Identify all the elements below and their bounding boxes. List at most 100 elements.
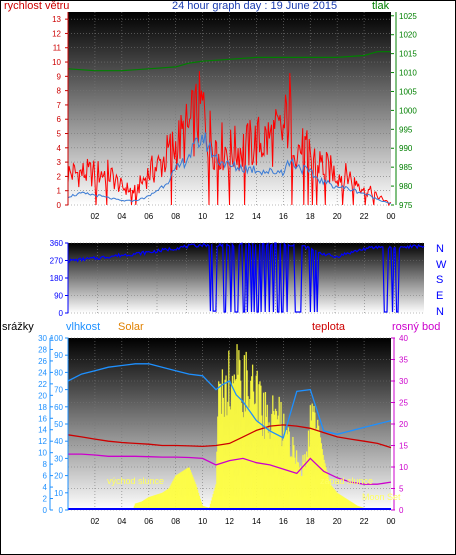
x-tick-label: 18 (306, 517, 315, 526)
y-tick-label: 7 (57, 101, 62, 110)
x-tick-label: 10 (198, 517, 207, 526)
precip-tick-label: 30 (38, 334, 47, 343)
humidity-tick-label: 90 (54, 351, 63, 360)
humidity-tick-label: 30 (54, 454, 63, 463)
y-right-tick-label: 1025 (399, 12, 417, 21)
y-right-tick-label: 40 (399, 334, 408, 343)
sunset-annotation: západ slunce (320, 476, 373, 486)
direction-label-w: W (436, 259, 447, 271)
y-tick-label: 12 (52, 29, 61, 38)
humidity-tick-label: 60 (54, 403, 63, 412)
y-right-tick-label: 1010 (399, 69, 417, 78)
wind-panel-axes: 0123456789101112139759809859909951000100… (52, 12, 417, 221)
x-tick-label: 06 (144, 517, 153, 526)
y-tick-label: 6 (57, 115, 62, 124)
y-right-tick-label: 985 (399, 163, 413, 172)
x-tick-label: 22 (360, 212, 369, 221)
x-tick-label: 16 (279, 212, 288, 221)
y-right-tick-label: 995 (399, 125, 413, 134)
humidity-tick-label: 80 (54, 368, 63, 377)
y-right-tick-label: 1000 (399, 106, 417, 115)
x-tick-label: 18 (306, 212, 315, 221)
precip-tick-label: 8 (43, 460, 48, 469)
precip-tick-label: 24 (38, 368, 47, 377)
y-tick-label: 1 (57, 187, 62, 196)
series-line-humidity (67, 363, 392, 439)
y-tick-label: 360 (50, 239, 64, 248)
y-right-tick-label: 10 (399, 463, 408, 472)
precip-tick-label: 10 (38, 449, 47, 458)
direction-label-e: E (436, 290, 443, 302)
y-right-tick-label: 5 (399, 485, 404, 494)
precipitation-axis-title: srážky (2, 321, 34, 333)
direction-panel-axes: 0 90 180 270 360 (50, 239, 69, 318)
x-tick-label: 10 (198, 212, 207, 221)
y-right-tick-label: 15 (399, 442, 408, 451)
direction-label-n-bottom: N (436, 306, 444, 318)
wind-axis-title: rychlost větru (4, 0, 69, 12)
y-right-tick-label: 1015 (399, 50, 417, 59)
series-line-dew-point (68, 453, 392, 485)
precip-tick-label: 20 (38, 391, 47, 400)
moonset-annotation: Moon Set (362, 492, 401, 502)
x-tick-label: 04 (117, 212, 126, 221)
x-tick-label: 20 (333, 517, 342, 526)
precip-tick-label: 0 (43, 506, 48, 515)
y-right-tick-label: 30 (399, 377, 408, 386)
precip-tick-label: 16 (38, 414, 47, 423)
y-right-tick-label: 25 (399, 399, 408, 408)
series-line-temperature (67, 424, 392, 449)
humidity-tick-label: 50 (54, 420, 63, 429)
direction-label-n-top: N (436, 243, 444, 255)
x-tick-label: 00 (387, 212, 396, 221)
temperature-panel-series (67, 344, 392, 510)
x-tick-label: 06 (144, 212, 153, 221)
y-tick-label: 4 (57, 144, 62, 153)
y-right-tick-label: 990 (399, 144, 413, 153)
sunrise-annotation: východ slunce (107, 476, 164, 486)
x-tick-label: 00 (387, 517, 396, 526)
y-tick-label: 90 (54, 292, 63, 301)
precip-tick-label: 14 (38, 426, 47, 435)
humidity-tick-label: 40 (54, 437, 63, 446)
precip-tick-label: 22 (38, 380, 47, 389)
y-right-tick-label: 975 (399, 201, 413, 210)
precip-tick-label: 6 (43, 472, 48, 481)
precip-tick-label: 18 (38, 403, 47, 412)
wind-panel-series (67, 51, 392, 207)
y-tick-label: 180 (50, 274, 64, 283)
x-tick-label: 14 (252, 517, 261, 526)
x-tick-label: 08 (171, 517, 180, 526)
series-line-wind-average (67, 132, 392, 204)
y-tick-label: 3 (57, 158, 62, 167)
temperature-panel-axes: 0510152025303540010203040506070809010002… (38, 334, 408, 526)
y-right-tick-label: 20 (399, 420, 408, 429)
humidity-tick-label: 10 (54, 489, 63, 498)
dew-point-axis-title: rosný bod (392, 321, 440, 333)
humidity-axis-title: vlhkost (66, 321, 100, 333)
y-right-tick-label: 1020 (399, 31, 417, 40)
precip-tick-label: 4 (43, 483, 48, 492)
y-tick-label: 0 (59, 309, 64, 318)
x-tick-label: 02 (90, 212, 99, 221)
y-tick-label: 270 (50, 257, 64, 266)
y-right-tick-label: 1005 (399, 87, 417, 96)
pressure-axis-title: tlak (372, 0, 390, 12)
y-tick-label: 13 (52, 15, 61, 24)
y-tick-label: 9 (57, 72, 62, 81)
y-tick-label: 2 (57, 172, 62, 181)
temperature-axis-title: teplota (312, 321, 346, 333)
y-tick-label: 5 (57, 130, 62, 139)
humidity-tick-label: 100 (50, 334, 64, 343)
x-tick-label: 20 (333, 212, 342, 221)
precip-tick-label: 26 (38, 357, 47, 366)
y-tick-label: 10 (52, 58, 61, 67)
x-tick-label: 04 (117, 517, 126, 526)
precip-tick-label: 28 (38, 345, 47, 354)
precip-tick-label: 12 (38, 437, 47, 446)
direction-label-s: S (436, 274, 443, 286)
x-tick-label: 22 (360, 517, 369, 526)
direction-panel-series (67, 242, 425, 313)
x-tick-label: 12 (225, 517, 234, 526)
